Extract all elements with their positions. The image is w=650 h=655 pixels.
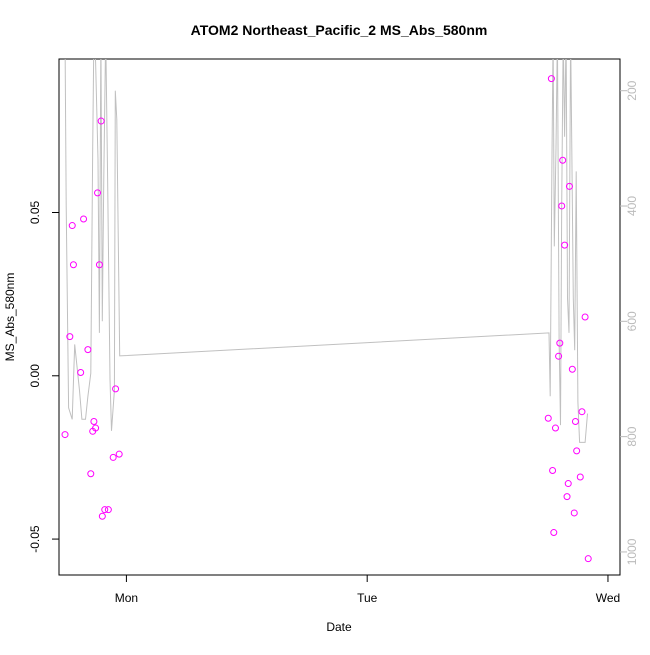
data-point (565, 182, 573, 190)
data-point (112, 385, 120, 393)
data-point (94, 189, 102, 197)
data-point (61, 431, 69, 439)
data-point (90, 418, 98, 426)
y2-tick-label: 800 (625, 426, 639, 446)
data-point (77, 369, 85, 377)
plot-frame (58, 58, 621, 576)
data-point (80, 215, 88, 223)
data-point (109, 453, 117, 461)
y2-tick-label: 400 (625, 196, 639, 216)
series-line (64, 59, 588, 443)
y2-tick-label: 600 (625, 311, 639, 331)
data-point (576, 473, 584, 481)
data-point (66, 333, 74, 341)
data-point (97, 117, 105, 125)
data-point (555, 352, 563, 360)
data-point (571, 418, 579, 426)
data-point (549, 466, 557, 474)
data-point (115, 450, 123, 458)
data-point (68, 222, 76, 230)
y-tick-label: 0.05 (28, 200, 42, 224)
x-axis-label: Date (326, 620, 352, 634)
data-point (69, 261, 77, 269)
data-point (101, 506, 109, 514)
y2-tick-label: 1000 (625, 538, 639, 565)
data-point (98, 512, 106, 520)
data-point (559, 156, 567, 164)
x-tick-label: Tue (357, 591, 378, 605)
y-tick-label: 0.00 (28, 364, 42, 388)
data-point (104, 506, 112, 514)
data-point (584, 555, 592, 563)
data-point (573, 447, 581, 455)
data-point (87, 470, 95, 478)
data-point (84, 346, 92, 354)
data-point (556, 339, 564, 347)
data-group (61, 59, 592, 563)
data-point (578, 408, 586, 416)
data-point (564, 480, 572, 488)
data-point (550, 529, 558, 537)
data-point (544, 414, 552, 422)
data-point (570, 509, 578, 517)
data-point (581, 313, 589, 321)
data-point (551, 424, 559, 432)
data-point (547, 75, 555, 83)
x-tick-label: Wed (596, 591, 620, 605)
data-point (563, 493, 571, 501)
y-axis-label: MS_Abs_580nm (3, 273, 17, 362)
plot-layer: Mon Tue Wed -0.05 0.00 0.05 200 400 600 800 1000 (28, 59, 639, 605)
x-tick-label: Mon (115, 591, 138, 605)
data-point (558, 202, 566, 210)
y-tick-label: -0.05 (28, 525, 42, 553)
data-point (561, 241, 569, 249)
data-point (568, 365, 576, 373)
data-point (92, 424, 100, 432)
data-point (95, 261, 103, 269)
chart-title: ATOM2 Northeast_Pacific_2 MS_Abs_580nm (191, 22, 488, 38)
y2-tick-label: 200 (625, 80, 639, 100)
